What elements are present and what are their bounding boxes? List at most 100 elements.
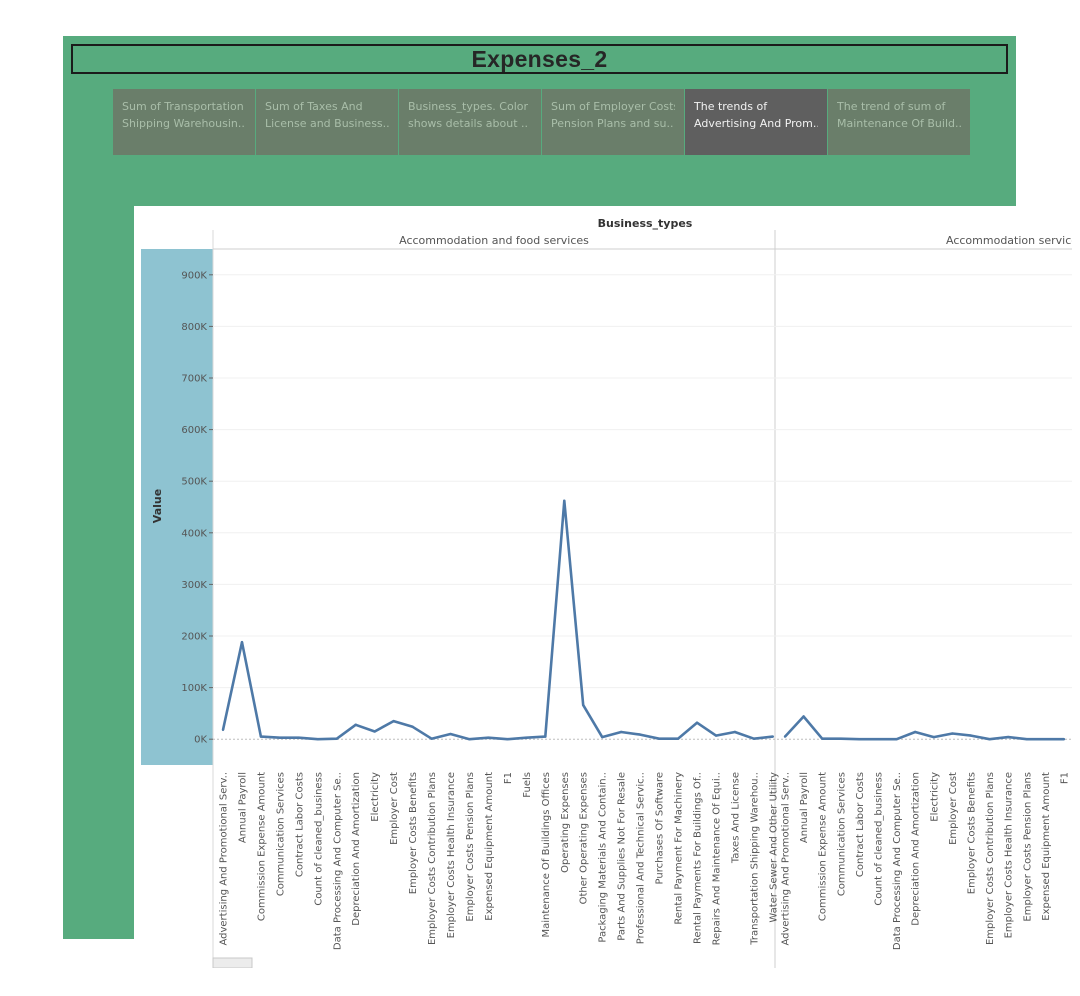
data-point[interactable] <box>354 723 357 726</box>
data-point[interactable] <box>297 736 301 739</box>
data-point[interactable] <box>373 730 376 733</box>
x-tick-label: Fuels <box>522 772 533 798</box>
data-point[interactable] <box>821 737 824 740</box>
data-point[interactable] <box>316 738 319 741</box>
tab-label-line1: Business_types. Color <box>408 100 529 113</box>
tab-label-line2: Advertising And Prom.. <box>694 117 818 130</box>
data-point[interactable] <box>1062 738 1066 741</box>
tab-label-line1: The trends of <box>694 100 768 113</box>
x-tick-label: Data Processing And Computer Se.. <box>332 772 343 950</box>
data-point[interactable] <box>335 737 338 740</box>
x-tick-label: Employer Costs Health Insurance <box>446 772 457 938</box>
series-line-pane-2[interactable] <box>784 715 1064 741</box>
pane-header-accommodation-service: Accommodation service <box>946 234 1072 247</box>
x-tick-label: Employer Cost <box>948 772 959 845</box>
x-tick-label: Depreciation And Amortization <box>351 772 362 926</box>
sheet-tab-business-types[interactable]: Business_types. Color shows details abou… <box>399 89 541 155</box>
tab-label-line2: Shipping Warehousin.. <box>122 117 245 130</box>
x-tick-label: Expensed Equipment Amount <box>484 772 495 921</box>
tab-label-line1: Sum of Transportation <box>122 100 244 113</box>
sheet-tab-advertising-trends[interactable]: The trends of Advertising And Prom.. <box>685 89 827 155</box>
data-point[interactable] <box>988 738 991 741</box>
dashboard-title: Expenses_2 <box>471 45 608 72</box>
data-point[interactable] <box>676 737 680 740</box>
y-axis-ticks: 0K 100K 200K 300K 400K 500K 600K 700K 800K 900K <box>181 270 213 746</box>
y-tick-label: 300K <box>181 580 207 591</box>
data-point[interactable] <box>969 734 973 737</box>
x-tick-label: Employer Costs Contribution Plans <box>427 772 438 945</box>
y-axis-highlight-band[interactable] <box>141 249 213 765</box>
data-point[interactable] <box>487 736 490 739</box>
data-point[interactable] <box>802 715 805 718</box>
sheet-tab-strip: Sum of Transportation Shipping Warehousi… <box>113 89 971 155</box>
x-tick-label: Repairs And Maintenance Of Equi.. <box>711 772 722 945</box>
series-lines <box>221 499 1066 741</box>
sheet-tab-transportation[interactable]: Sum of Transportation Shipping Warehousi… <box>113 89 255 155</box>
y-tick-label: 700K <box>181 374 207 385</box>
data-point[interactable] <box>1007 735 1010 739</box>
data-point[interactable] <box>525 736 528 739</box>
x-tick-label: Commission Expense Amount <box>818 772 829 921</box>
x-tick-label: Electricity <box>929 772 940 822</box>
data-point[interactable] <box>858 738 861 741</box>
line-chart: Value Business_types Accommodation and f… <box>141 217 1072 968</box>
y-tick-label: 900K <box>181 270 207 281</box>
x-tick-label: Rental Payment For Machinery <box>674 772 685 925</box>
data-point[interactable] <box>783 735 787 738</box>
tab-label-line1: Sum of Employer Costs <box>551 100 675 113</box>
data-point[interactable] <box>259 735 263 738</box>
data-point[interactable] <box>411 725 414 729</box>
sheet-tab-maintenance-trend[interactable]: The trend of sum of Maintenance Of Build… <box>828 89 970 155</box>
data-point[interactable] <box>468 738 471 741</box>
data-point[interactable] <box>563 499 566 503</box>
data-point[interactable] <box>951 732 954 735</box>
y-tick-label: 600K <box>181 425 207 436</box>
data-point[interactable] <box>392 719 395 723</box>
chart-sheet: Value Business_types Accommodation and f… <box>134 206 1072 968</box>
data-point[interactable] <box>752 737 756 740</box>
data-point[interactable] <box>895 738 898 741</box>
x-tick-label: Advertising And Promotional Serv.. <box>219 772 230 946</box>
x-tick-label: Employer Costs Health Insurance <box>1004 772 1015 938</box>
data-point[interactable] <box>221 728 225 732</box>
tab-label-line2: Pension Plans and su.. <box>551 117 674 130</box>
sheet-tab-taxes[interactable]: Sum of Taxes And License and Business.. <box>256 89 398 155</box>
data-point[interactable] <box>1025 738 1028 741</box>
data-point[interactable] <box>733 730 737 734</box>
x-tick-label: Annual Payroll <box>237 772 248 843</box>
data-point[interactable] <box>839 737 842 740</box>
x-tick-label: F1 <box>503 772 514 784</box>
data-point[interactable] <box>619 730 623 734</box>
data-point[interactable] <box>876 738 880 741</box>
x-tick-label: Expensed Equipment Amount <box>1041 772 1052 921</box>
data-point[interactable] <box>771 735 775 738</box>
data-point[interactable] <box>430 737 433 740</box>
data-point[interactable] <box>932 735 935 739</box>
data-point[interactable] <box>695 721 699 724</box>
x-tick-label: Other Operating Expenses <box>579 772 590 904</box>
data-point[interactable] <box>601 735 604 739</box>
x-tick-label: Professional And Technical Servic.. <box>636 772 647 944</box>
data-point[interactable] <box>914 730 917 734</box>
data-point[interactable] <box>506 738 509 741</box>
x-tick-label: Purchases Of Software <box>655 772 666 884</box>
horizontal-scrollbar-thumb[interactable] <box>212 957 253 968</box>
data-point[interactable] <box>582 703 585 707</box>
data-point[interactable] <box>657 737 661 740</box>
x-tick-label: Electricity <box>370 772 381 822</box>
data-point[interactable] <box>714 734 718 737</box>
data-point[interactable] <box>278 736 282 739</box>
x-tick-label: Employer Costs Contribution Plans <box>985 772 996 945</box>
x-tick-label: Packaging Materials And Contain.. <box>598 772 609 943</box>
data-point[interactable] <box>449 732 452 736</box>
sheet-tab-employer-costs[interactable]: Sum of Employer Costs Pension Plans and … <box>542 89 684 155</box>
series-line-pane-1[interactable] <box>221 499 773 741</box>
data-point[interactable] <box>240 640 244 644</box>
data-point[interactable] <box>638 733 642 736</box>
data-point[interactable] <box>544 735 547 738</box>
y-tick-label: 800K <box>181 322 207 333</box>
y-tick-label: 400K <box>181 528 207 539</box>
column-header-title: Business_types <box>598 217 693 230</box>
data-point[interactable] <box>1044 738 1047 741</box>
tab-label-line1: Sum of Taxes And <box>265 100 363 113</box>
